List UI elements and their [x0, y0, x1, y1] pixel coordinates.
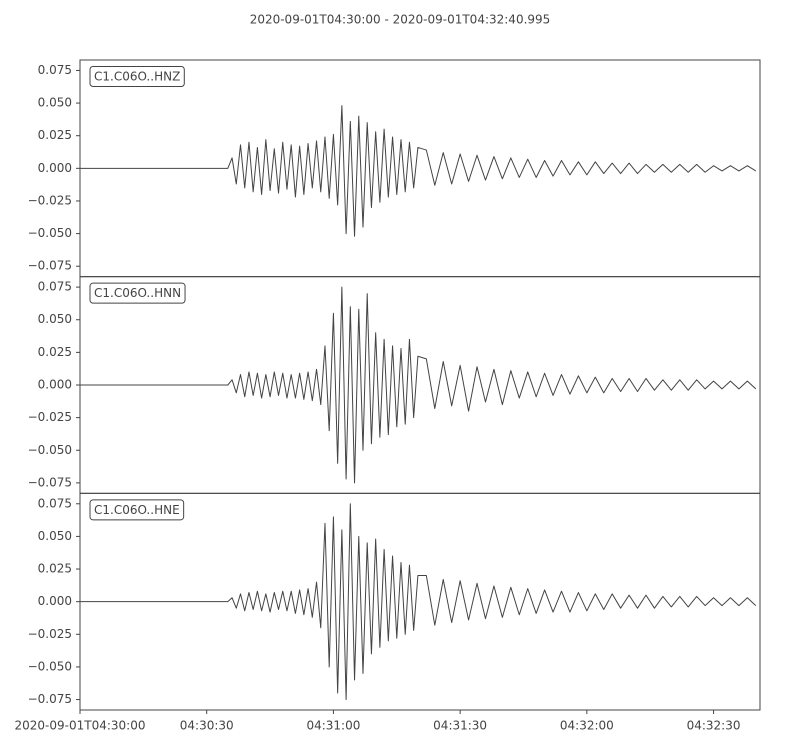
chart-title: 2020-09-01T04:30:00 - 2020-09-01T04:32:4… [250, 13, 551, 27]
x-tick-label: 04:31:00 [306, 719, 360, 733]
y-tick-label: −0.050 [28, 659, 72, 673]
y-tick-label: 0.000 [38, 161, 72, 175]
y-tick-label: −0.075 [28, 259, 72, 273]
trace [80, 503, 757, 701]
x-tick-label: 2020-09-01T04:30:00 [15, 719, 146, 733]
y-tick-label: −0.075 [28, 475, 72, 489]
trace-label-box [89, 499, 185, 521]
y-tick-label: 0.075 [38, 496, 72, 510]
trace [80, 105, 757, 237]
trace-label: C1.C06O..HNN [94, 286, 181, 300]
x-tick-label: 04:32:30 [687, 719, 741, 733]
y-tick-label: 0.000 [38, 378, 72, 392]
y-tick-label: −0.025 [28, 193, 72, 207]
y-tick-label: 0.050 [38, 96, 72, 110]
y-tick-label: 0.025 [38, 562, 72, 576]
y-tick-label: 0.025 [38, 128, 72, 142]
y-tick-label: −0.075 [28, 692, 72, 706]
x-tick-label: 04:30:30 [180, 719, 234, 733]
y-tick-label: −0.025 [28, 410, 72, 424]
trace-label: C1.C06O..HNE [94, 503, 180, 517]
trace-label-box [89, 66, 185, 87]
y-tick-label: −0.050 [28, 226, 72, 240]
y-tick-label: 0.050 [38, 529, 72, 543]
y-tick-label: 0.075 [38, 63, 72, 77]
x-tick-label: 04:32:00 [560, 719, 614, 733]
y-tick-label: −0.050 [28, 443, 72, 457]
trace-label-box [89, 282, 186, 304]
y-tick-label: 0.075 [38, 280, 72, 294]
y-tick-label: 0.050 [38, 312, 72, 326]
trace-label: C1.C06O..HNZ [94, 70, 180, 84]
y-tick-label: −0.025 [28, 627, 72, 641]
y-tick-label: 0.000 [38, 594, 72, 608]
trace [80, 286, 757, 484]
x-tick-label: 04:31:30 [433, 719, 487, 733]
y-tick-label: 0.025 [38, 345, 72, 359]
